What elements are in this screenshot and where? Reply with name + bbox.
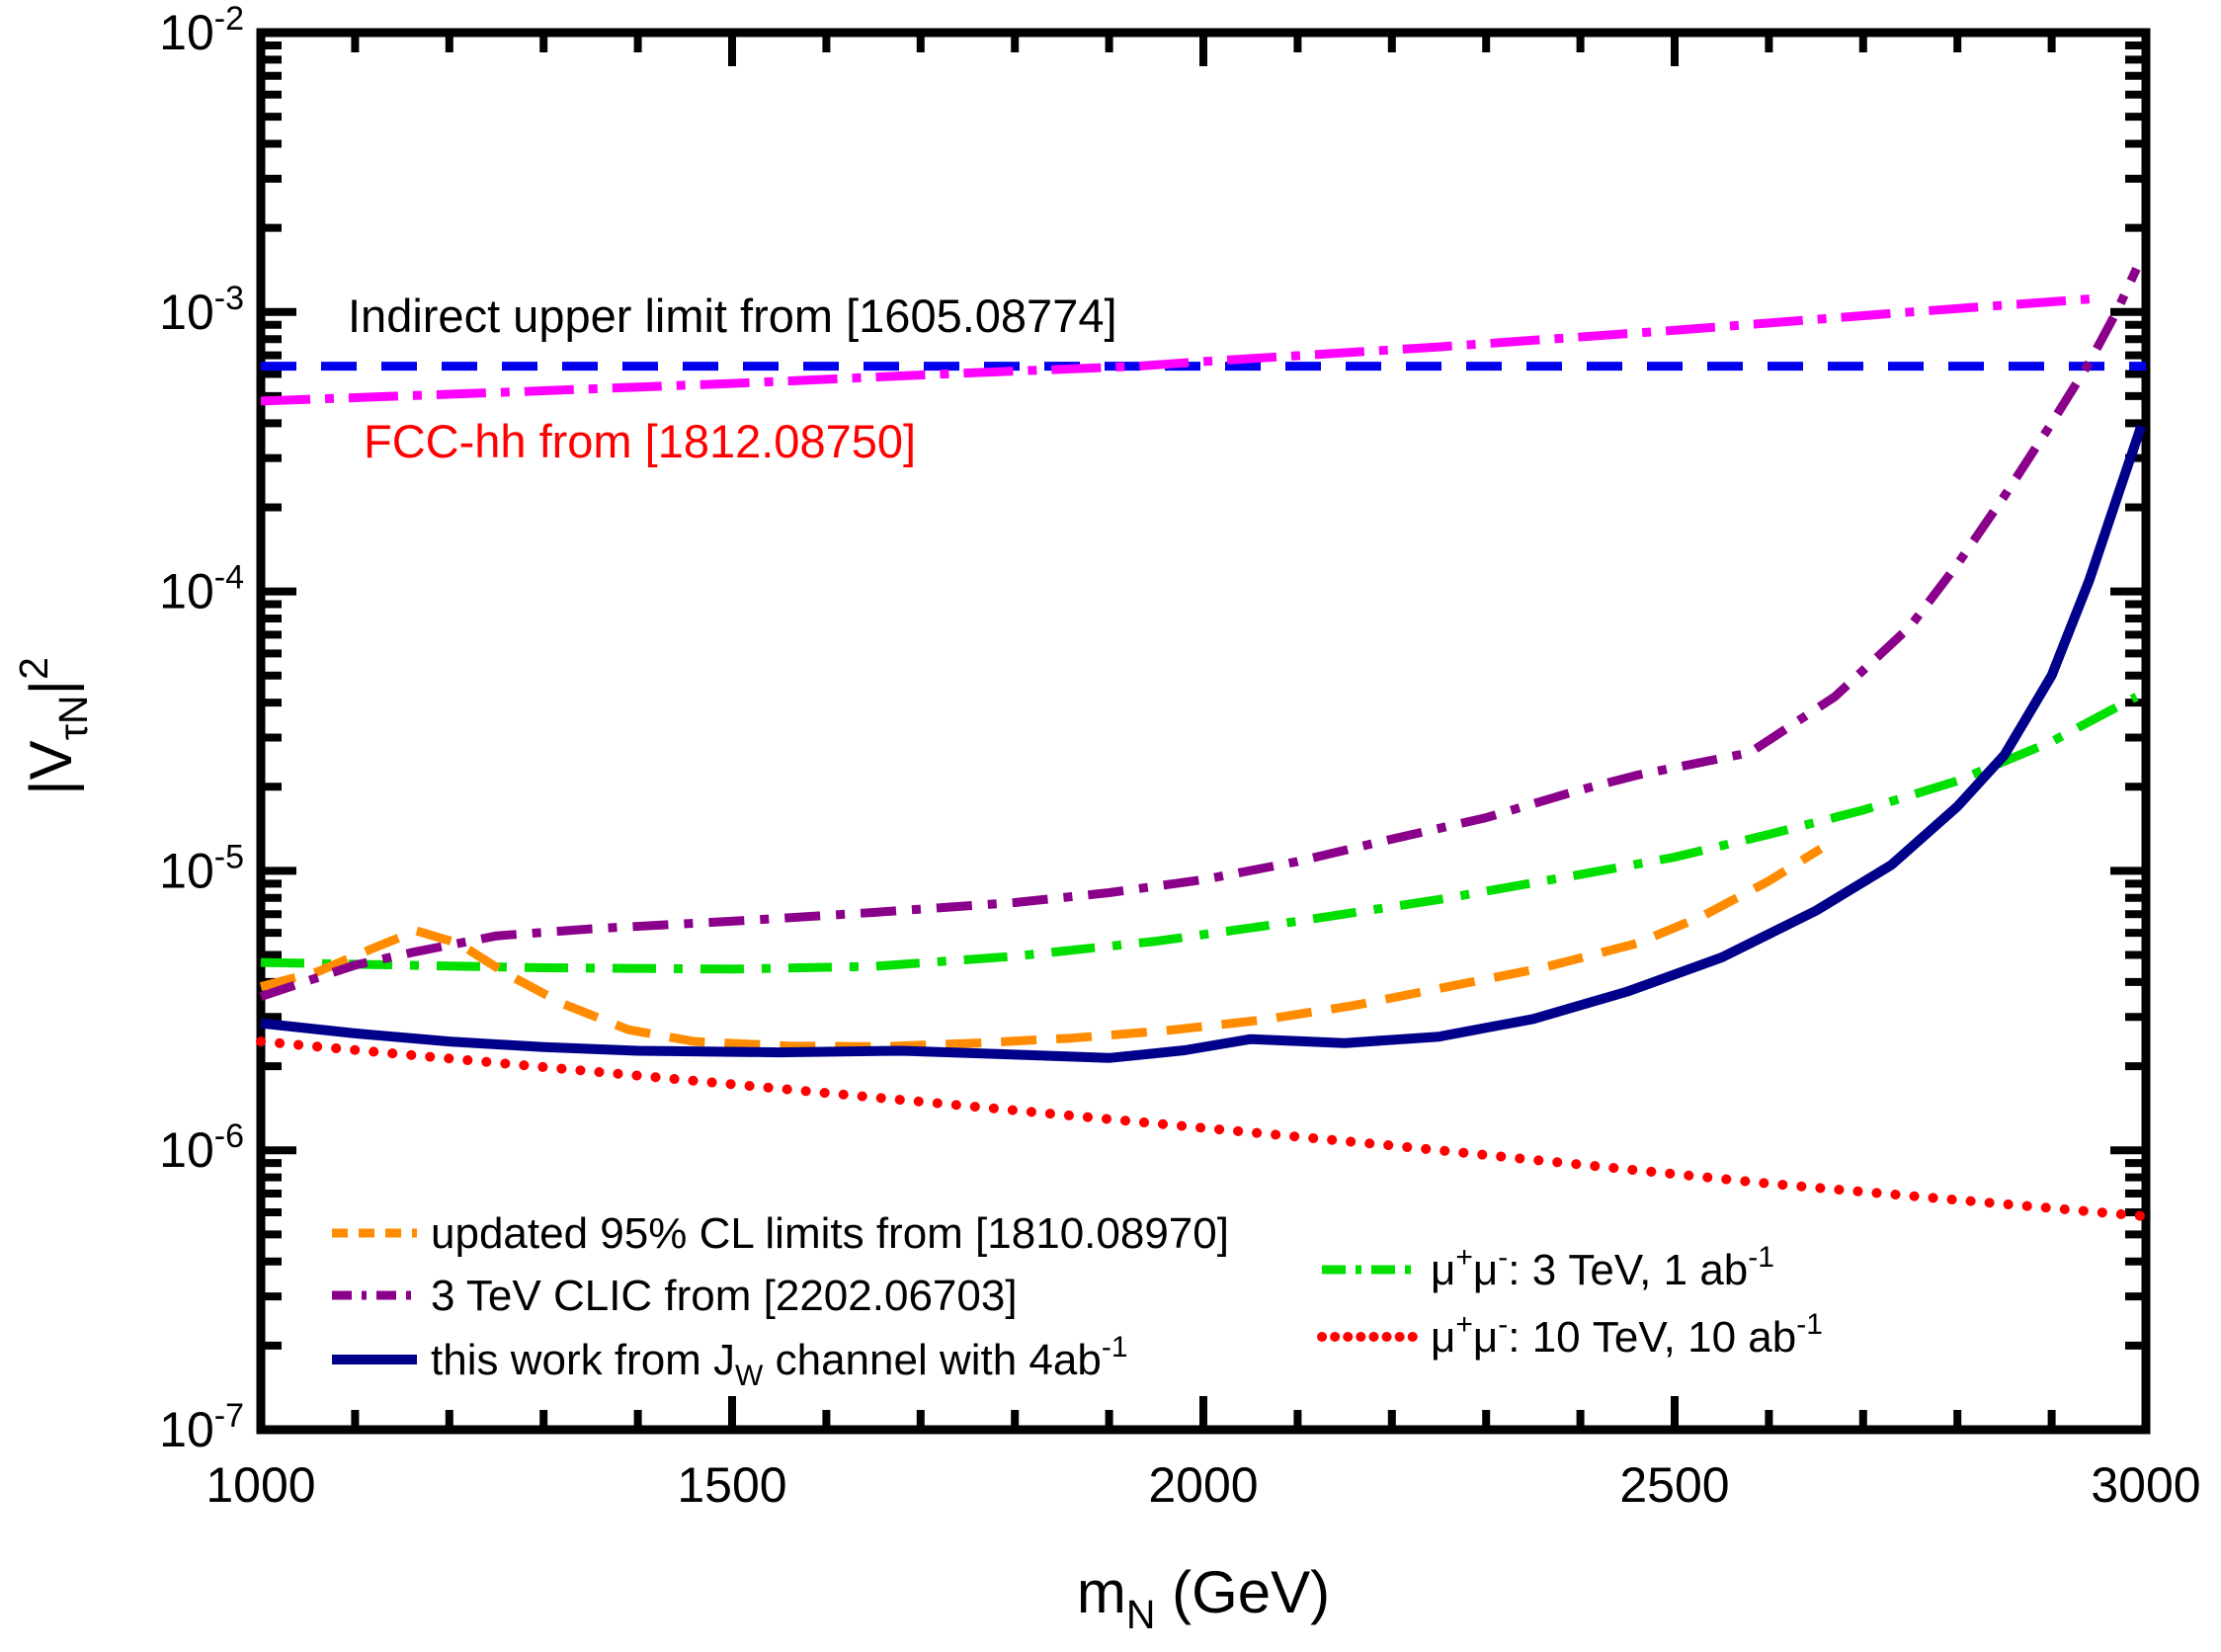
- y-tick-label: 10-3: [159, 280, 244, 340]
- annotations-layer: Indirect upper limit from [1605.08774] FC…: [348, 289, 1117, 467]
- legend-label-this-work: this work from JW channel with 4ab-1: [431, 1331, 1128, 1392]
- curve-mumu-10tev: [256, 1036, 2151, 1222]
- curve-updated-95cl: [259, 845, 1824, 1051]
- y-axis-label: |VτN|2: [11, 657, 96, 795]
- y-tick-label: 10-2: [159, 0, 244, 60]
- legend-right-entry-mumu-3tev: μ+μ-: 3 TeV, 1 ab-1: [1322, 1241, 1774, 1294]
- x-tick-label: 1000: [206, 1457, 315, 1513]
- x-axis-label: mN (GeV): [1077, 1559, 1330, 1637]
- x-tick-label: 2500: [1619, 1457, 1729, 1513]
- x-tick-label: 3000: [2091, 1457, 2200, 1513]
- curve-mumu-3tev: [260, 693, 2139, 974]
- curve-clic-3tev: [259, 267, 2141, 1001]
- legend-label-mumu-10tev: μ+μ-: 10 TeV, 10 ab-1: [1431, 1308, 1823, 1362]
- legend-label-clic-3tev: 3 TeV CLIC from [2202.06703]: [431, 1272, 1018, 1320]
- x-tick-label: 1500: [677, 1457, 786, 1513]
- legend-right-entry-mumu-10tev: μ+μ-: 10 TeV, 10 ab-1: [1317, 1308, 1823, 1362]
- legend-left-entry-this-work: this work from JW channel with 4ab-1: [332, 1331, 1128, 1392]
- y-tick-label: 10-4: [159, 559, 244, 620]
- axes-layer: 1000 1500 2000 2500 3000 mN (GeV) 10-2 10-3 10-4…: [11, 0, 2201, 1637]
- curves-layer: [256, 267, 2151, 1222]
- annotation-fcc-hh: FCC-hh from [1812.08750]: [364, 415, 916, 467]
- legend-left-entry-updated-95cl: updated 95% CL limits from [1810.08970]: [332, 1209, 1229, 1258]
- annotation-indirect-limit: Indirect upper limit from [1605.08774]: [348, 289, 1117, 342]
- y-tick-label: 10-7: [159, 1397, 244, 1457]
- curve-this-work: [260, 424, 2146, 1063]
- x-tick-label: 2000: [1148, 1457, 1258, 1513]
- legend-layer: updated 95% CL limits from [1810.08970] 3…: [332, 1209, 1823, 1392]
- curve-fcc-hh: [260, 293, 2099, 406]
- y-tick-label: 10-5: [159, 838, 244, 898]
- legend-label-mumu-3tev: μ+μ-: 3 TeV, 1 ab-1: [1431, 1241, 1774, 1294]
- y-tick-label: 10-6: [159, 1117, 244, 1178]
- legend-label-updated-95cl: updated 95% CL limits from [1810.08970]: [431, 1209, 1229, 1258]
- legend-left-entry-clic-3tev: 3 TeV CLIC from [2202.06703]: [332, 1272, 1018, 1320]
